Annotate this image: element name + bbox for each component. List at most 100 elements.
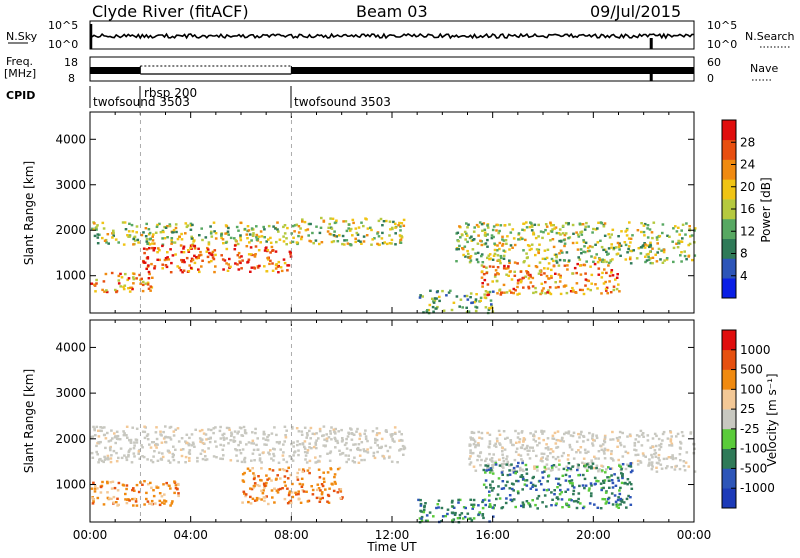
velocity-cell (536, 469, 539, 472)
power-cell (603, 258, 606, 262)
velocity-cell (323, 480, 326, 483)
velocity-cell (130, 461, 134, 464)
velocity-cell (488, 446, 491, 449)
power-cell (618, 248, 621, 251)
power-cell (629, 241, 632, 244)
power-cell (553, 227, 556, 230)
power-cell (144, 282, 148, 285)
velocity-cell (633, 441, 637, 445)
power-cell (257, 235, 261, 238)
velocity-cell (578, 484, 581, 488)
velocity-cell (168, 436, 172, 439)
power-cell (330, 240, 334, 244)
power-cell (644, 260, 647, 264)
velocity-cell (402, 453, 405, 456)
velocity-cell (281, 454, 285, 457)
velocity-cell (330, 426, 333, 429)
velocity-cell (488, 442, 492, 446)
power-cell (209, 225, 212, 228)
velocity-cell (423, 504, 426, 508)
power-cell (461, 306, 464, 309)
velocity-cell (484, 479, 488, 482)
power-cell (578, 222, 582, 225)
velocity-cell (322, 471, 325, 474)
power-cell (399, 225, 402, 228)
power-cell (371, 238, 374, 241)
velocity-cell (470, 519, 474, 522)
power-cell (138, 273, 141, 277)
velocity-cell (422, 510, 426, 514)
velocity-cell (675, 435, 678, 438)
power-cell (481, 229, 484, 232)
velocity-cell (159, 430, 162, 433)
power-cell (133, 235, 137, 238)
velocity-cell (263, 443, 266, 446)
velocity-cell (288, 455, 292, 458)
velocity-cell (270, 489, 274, 492)
velocity-cell (293, 451, 296, 454)
power-cell (210, 252, 214, 255)
velocity-cell (521, 488, 524, 491)
velocity-cell (534, 430, 537, 433)
power-cell (649, 245, 653, 248)
power-cell (610, 269, 614, 272)
power-colorbar-bin (722, 139, 736, 160)
velocity-cell (491, 464, 494, 467)
velocity-cell (106, 454, 110, 458)
power-cell (293, 224, 297, 227)
power-cell (575, 231, 578, 234)
power-cell (158, 249, 161, 252)
velocity-cell (309, 426, 313, 430)
velocity-cell (650, 461, 654, 464)
power-cell (537, 251, 540, 255)
velocity-cell (520, 458, 523, 461)
power-cell (596, 241, 600, 244)
power-cell (301, 220, 304, 223)
velocity-cell (124, 498, 127, 501)
power-cell (111, 236, 114, 239)
velocity-cell (324, 445, 327, 448)
power-cell (643, 246, 647, 249)
power-cell (106, 233, 110, 236)
velocity-cell (564, 479, 568, 482)
power-cell (95, 226, 98, 229)
power-cell (139, 282, 142, 285)
velocity-cell (457, 498, 460, 502)
power-cell (459, 236, 462, 239)
velocity-cell (566, 488, 570, 491)
velocity-cell (504, 437, 507, 440)
velocity-cell (428, 511, 432, 514)
velocity-cell (311, 432, 315, 435)
velocity-cell (554, 477, 558, 480)
power-cell (602, 225, 606, 228)
power-cell (647, 252, 650, 256)
power-cell (141, 280, 145, 284)
velocity-cell (305, 490, 308, 493)
velocity-cell (557, 477, 561, 481)
velocity-cell (334, 437, 337, 441)
power-cell (656, 251, 659, 254)
velocity-cell (662, 430, 666, 434)
velocity-cell (535, 488, 538, 491)
power-cell (246, 237, 249, 240)
velocity-cell (354, 443, 357, 446)
velocity-cell (579, 451, 582, 454)
velocity-cell (522, 503, 525, 507)
power-cell (227, 233, 230, 236)
power-cell (486, 226, 490, 229)
power-cell (645, 259, 649, 262)
velocity-cell (253, 459, 256, 462)
power-cell (601, 258, 604, 261)
velocity-cell (369, 446, 373, 449)
power-cell (245, 233, 249, 236)
velocity-cell (107, 440, 111, 443)
power-cell (530, 222, 533, 225)
power-ytick-label: 2000 (55, 223, 86, 237)
velocity-cell (681, 434, 685, 438)
velocity-cell (132, 504, 135, 507)
velocity-cell (110, 429, 113, 432)
velocity-cell (108, 446, 112, 450)
velocity-cell (568, 475, 571, 478)
power-cell (182, 269, 186, 272)
power-cell (506, 267, 510, 270)
